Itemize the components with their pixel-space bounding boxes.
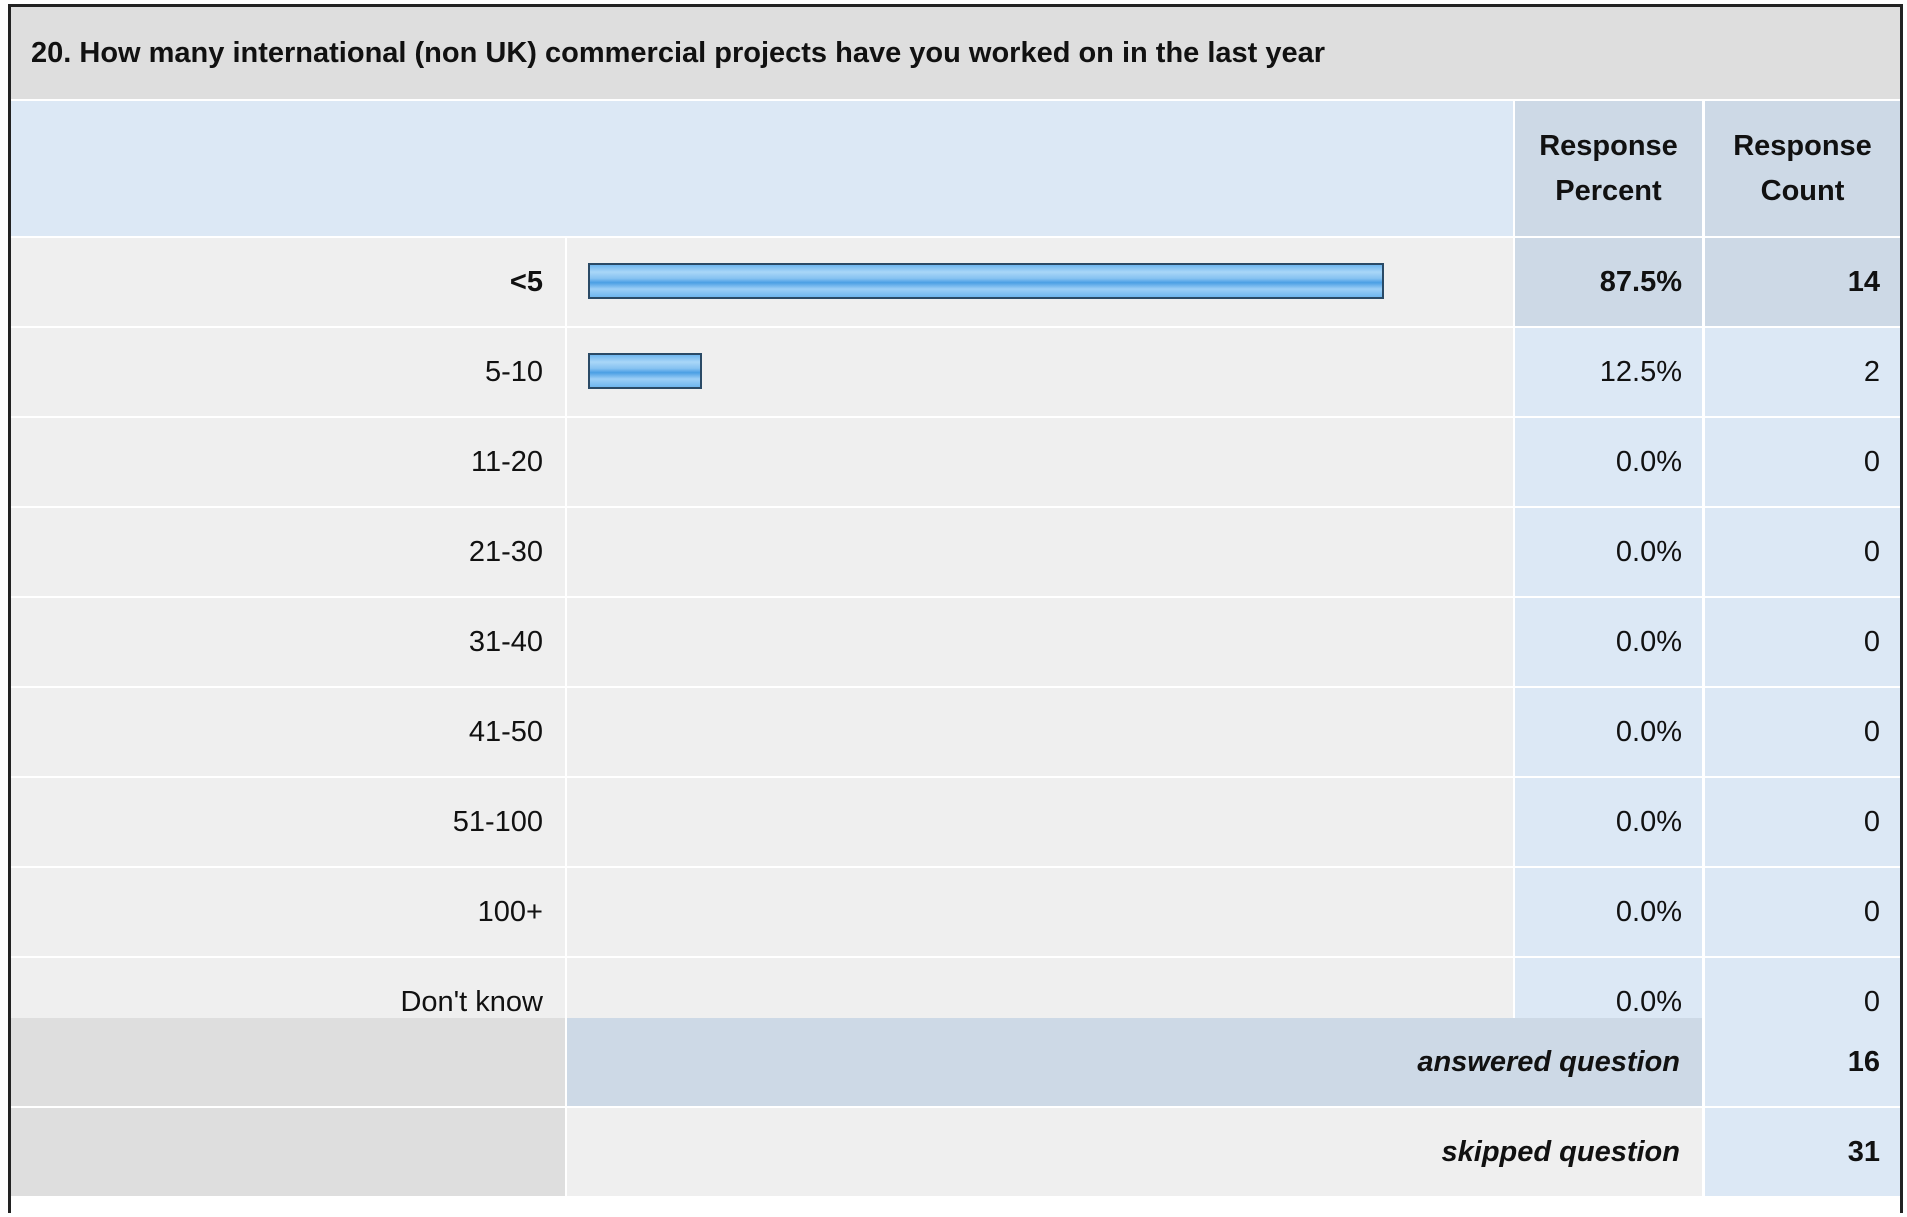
response-count-value: 2: [1705, 328, 1900, 416]
bar-cell: [567, 598, 1513, 686]
response-bar: [588, 263, 1384, 299]
table-row: 41-50 0.0% 0: [11, 688, 1900, 776]
table-row: 5-10 12.5% 2: [11, 328, 1900, 416]
response-percent-value: 0.0%: [1515, 868, 1702, 956]
response-percent-value: 87.5%: [1515, 238, 1702, 326]
table-row: 31-40 0.0% 0: [11, 598, 1900, 686]
response-count-value: 0: [1705, 418, 1900, 506]
bar-cell: [567, 508, 1513, 596]
answer-option-label: 5-10: [11, 328, 565, 416]
response-percent-value: 0.0%: [1515, 598, 1702, 686]
answer-option-label: 41-50: [11, 688, 565, 776]
skipped-question-value: 31: [1705, 1108, 1900, 1196]
response-bar: [588, 353, 702, 389]
response-percent-value: 0.0%: [1515, 778, 1702, 866]
response-count-value: 0: [1705, 778, 1900, 866]
response-count-value: 0: [1705, 688, 1900, 776]
bar-cell: [567, 238, 1513, 326]
question-title: 20. How many international (non UK) comm…: [11, 7, 1900, 99]
table-row: <5 87.5% 14: [11, 238, 1900, 326]
table-row: 100+ 0.0% 0: [11, 868, 1900, 956]
survey-question-table: 20. How many international (non UK) comm…: [8, 4, 1903, 1213]
table-row: 21-30 0.0% 0: [11, 508, 1900, 596]
answered-question-label: answered question: [567, 1018, 1702, 1106]
answer-option-label: 21-30: [11, 508, 565, 596]
answered-blank-cell: [11, 1018, 565, 1106]
bar-cell: [567, 868, 1513, 956]
answer-option-label: 51-100: [11, 778, 565, 866]
response-count-header: Response Count: [1705, 101, 1900, 236]
answered-question-value: 16: [1705, 1018, 1900, 1106]
response-count-value: 14: [1705, 238, 1900, 326]
skipped-question-label: skipped question: [567, 1108, 1702, 1196]
table-row: 11-20 0.0% 0: [11, 418, 1900, 506]
table-header: Response Percent Response Count: [11, 101, 1900, 236]
skipped-blank-cell: [11, 1108, 565, 1196]
answer-option-label: <5: [11, 238, 565, 326]
response-percent-value: 0.0%: [1515, 688, 1702, 776]
skipped-question-row: skipped question 31: [11, 1108, 1900, 1196]
response-count-value: 0: [1705, 868, 1900, 956]
response-percent-value: 0.0%: [1515, 418, 1702, 506]
header-blank-cell: [11, 101, 1513, 236]
bar-cell: [567, 328, 1513, 416]
response-percent-value: 0.0%: [1515, 508, 1702, 596]
bar-cell: [567, 418, 1513, 506]
bar-cell: [567, 778, 1513, 866]
bar-cell: [567, 688, 1513, 776]
response-percent-header: Response Percent: [1515, 101, 1702, 236]
table-row: 51-100 0.0% 0: [11, 778, 1900, 866]
response-count-value: 0: [1705, 598, 1900, 686]
answer-option-label: 11-20: [11, 418, 565, 506]
answer-option-label: 100+: [11, 868, 565, 956]
response-percent-value: 12.5%: [1515, 328, 1702, 416]
answer-option-label: 31-40: [11, 598, 565, 686]
answered-question-row: answered question 16: [11, 1018, 1900, 1106]
response-count-value: 0: [1705, 508, 1900, 596]
